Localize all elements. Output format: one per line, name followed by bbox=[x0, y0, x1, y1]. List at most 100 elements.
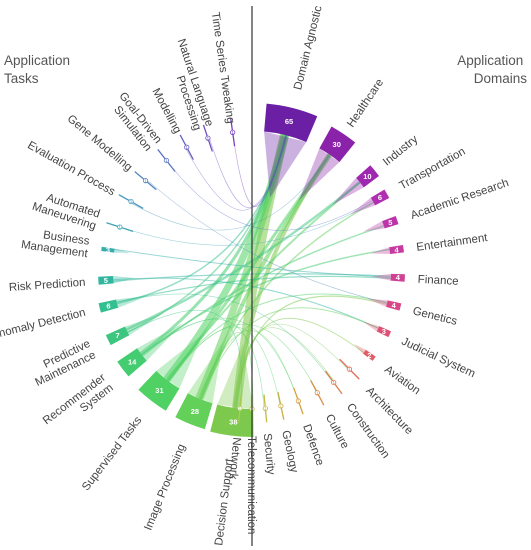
ribbon-layer bbox=[113, 132, 391, 409]
task-label-line: Anomaly Detection bbox=[0, 307, 87, 342]
domain-label-finance: Finance bbox=[417, 274, 458, 288]
task-label-supervised-tasks: Supervised Tasks bbox=[80, 414, 144, 493]
ribbon-anomaly-detection-to-domain-agnostic bbox=[116, 135, 287, 305]
ribbon-decision-support-to-aviation bbox=[234, 317, 365, 409]
ribbon-decision-support-to-architecture bbox=[233, 323, 349, 408]
domain-count-healthcare: 30 bbox=[333, 140, 341, 149]
task-arc-anomaly-detection bbox=[98, 299, 119, 313]
domain-label-network: Network bbox=[227, 437, 243, 480]
task-label-line: Risk Prediction bbox=[9, 277, 86, 294]
ribbon-image-processing-to-transportation bbox=[199, 201, 374, 400]
task-count-predictive-maintenance: 7 bbox=[116, 331, 120, 340]
domain-label-judicial-system: Judicial System bbox=[399, 336, 476, 381]
domain-label-defence: Defence bbox=[300, 423, 326, 467]
domain-node-healthcare: 30 bbox=[299, 126, 356, 201]
domain-count-judicial-system: 3 bbox=[382, 327, 386, 336]
task-count-image-processing: 28 bbox=[191, 407, 199, 416]
ribbon-gene-modelling-to-genetics bbox=[146, 179, 388, 304]
task-node-decision-support: 38 bbox=[210, 344, 254, 437]
task-arc-recommender-system bbox=[117, 348, 147, 377]
domain-label-telecommunication: Telecommunication bbox=[245, 436, 257, 534]
ribbon-image-processing-to-defence bbox=[198, 330, 299, 402]
domain-count-network: 1 bbox=[239, 406, 242, 411]
domains-heading: Application Domains bbox=[457, 53, 527, 86]
task-count-risk-prediction: 5 bbox=[104, 276, 108, 285]
domain-marker-network bbox=[237, 405, 243, 412]
task-wedge-image-processing bbox=[187, 342, 223, 404]
domain-wedge-domain-agnostic bbox=[264, 131, 307, 198]
domain-node-security: 1 bbox=[262, 394, 268, 423]
domain-marker-defence bbox=[295, 398, 301, 404]
task-node-natural-language-processing: 1 bbox=[202, 124, 213, 152]
domain-label-aviation: Aviation bbox=[382, 364, 422, 398]
domain-arc-entertainment bbox=[389, 245, 404, 255]
task-arc-supervised-tasks bbox=[138, 370, 180, 411]
domain-node-domain-agnostic: 65 bbox=[264, 103, 318, 198]
tasks-heading-line-1: Application bbox=[4, 53, 70, 68]
task-marker-natural-language-processing bbox=[205, 135, 211, 141]
domain-arc-domain-agnostic bbox=[264, 103, 318, 143]
domain-node-defence: 1 bbox=[293, 387, 304, 415]
domain-count-security: 1 bbox=[264, 406, 267, 411]
domain-wedge-healthcare bbox=[299, 148, 340, 201]
task-wedge-supervised-tasks bbox=[156, 334, 203, 389]
domain-label-line: Geology bbox=[279, 429, 300, 474]
domain-label-line: Entertainment bbox=[416, 232, 489, 254]
task-node-risk-prediction: 5 bbox=[98, 276, 137, 285]
domain-arc-aviation bbox=[363, 349, 376, 361]
domain-node-academic-research: 5 bbox=[363, 215, 399, 232]
task-count-supervised-tasks: 31 bbox=[155, 386, 163, 395]
domain-arc-industry bbox=[356, 165, 380, 188]
domain-label-culture: Culture bbox=[323, 412, 351, 450]
domain-label-genetics: Genetics bbox=[411, 305, 458, 328]
task-count-gene-modelling: 1 bbox=[144, 178, 147, 183]
task-marker-evaluation-process bbox=[128, 198, 134, 205]
task-marker-time-series-tweaking bbox=[230, 129, 236, 135]
domain-count-genetics: 4 bbox=[392, 301, 397, 310]
domain-node-architecture: 1 bbox=[339, 358, 360, 380]
task-node-image-processing: 28 bbox=[175, 342, 223, 430]
task-node-automated-maneuvering: 1 bbox=[106, 222, 134, 232]
task-count-anomaly-detection: 6 bbox=[106, 301, 110, 310]
task-label-line: Time Series Tweaking bbox=[209, 11, 237, 124]
domain-count-finance: 4 bbox=[396, 273, 401, 282]
task-arc-predictive-maintenance bbox=[105, 326, 130, 346]
domain-label-industry: Industry bbox=[381, 133, 421, 168]
task-count-recommender-system: 14 bbox=[128, 358, 137, 367]
domain-count-academic-research: 5 bbox=[388, 218, 392, 227]
domain-node-transportation: 6 bbox=[350, 189, 390, 215]
task-node-business-management: 3 bbox=[101, 245, 131, 254]
domain-arc-healthcare bbox=[319, 126, 356, 162]
ribbon-image-processing-to-judicial-system bbox=[200, 307, 379, 400]
domain-node-network: 1 bbox=[237, 394, 243, 423]
ribbon-supervised-tasks-to-industry bbox=[166, 181, 361, 381]
task-node-evaluation-process: 1 bbox=[118, 194, 144, 210]
domain-arc-genetics bbox=[386, 300, 402, 311]
domain-label-academic-research: Academic Research bbox=[409, 177, 510, 222]
domain-label-security: Security bbox=[261, 433, 277, 476]
task-wedge-anomaly-detection bbox=[116, 295, 149, 308]
domain-label-line: Security bbox=[261, 433, 277, 476]
task-count-business-management: 3 bbox=[106, 245, 110, 254]
task-count-time-series-tweaking: 1 bbox=[231, 130, 234, 135]
task-count-evaluation-process: 1 bbox=[130, 199, 133, 204]
domain-marker-geology bbox=[278, 403, 284, 409]
domain-label-domain-agnostic: Domain Agnostic bbox=[292, 4, 325, 91]
domain-node-aviation: 2 bbox=[353, 343, 376, 361]
domain-node-industry: 10 bbox=[332, 165, 380, 205]
task-wedge-risk-prediction bbox=[113, 276, 137, 284]
ribbon-evaluation-process-to-healthcare bbox=[130, 154, 330, 231]
domain-label-line: Genetics bbox=[411, 305, 458, 328]
ribbon-modelling-to-domain-agnostic bbox=[185, 135, 288, 211]
domain-label-line: Network bbox=[227, 437, 243, 480]
domain-label-healthcare: Healthcare bbox=[345, 77, 386, 130]
task-node-gene-modelling: 1 bbox=[134, 171, 157, 191]
tasks-heading: Application Tasks bbox=[4, 53, 74, 86]
task-arc-business-management bbox=[101, 246, 115, 253]
task-marker-automated-maneuvering bbox=[117, 224, 123, 230]
domain-wedge-transportation bbox=[350, 197, 376, 215]
ribbon-supervised-tasks-to-culture bbox=[167, 323, 319, 393]
ribbon-automated-maneuvering-to-transportation bbox=[119, 201, 374, 246]
domain-label-line: Healthcare bbox=[345, 77, 386, 130]
